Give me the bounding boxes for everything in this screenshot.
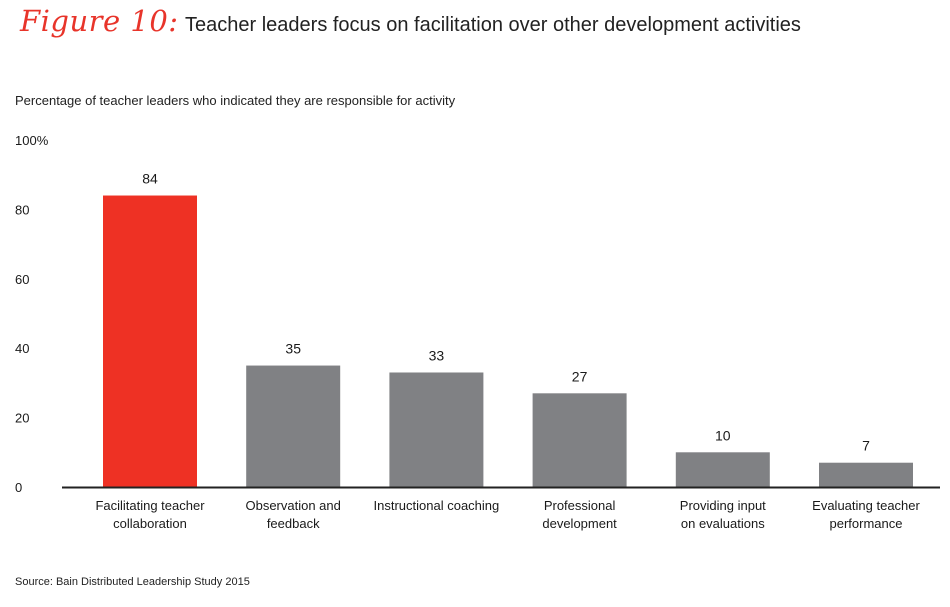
y-tick-label: 60: [15, 272, 29, 287]
bar-chart: 0 20 40 60 80 100% 84 Facilitating teacher colla…: [15, 133, 940, 531]
bar: [246, 365, 341, 487]
bar: [103, 195, 197, 487]
category-label: Observation and: [245, 498, 340, 513]
category-label: development: [542, 516, 617, 531]
figure-title: Figure 10: Teacher leaders focus on faci…: [20, 4, 801, 38]
bar: [819, 462, 913, 487]
chart-subtitle: Percentage of teacher leaders who indica…: [15, 93, 456, 108]
category-label: Instructional coaching: [374, 498, 500, 513]
data-label: 27: [572, 368, 588, 384]
category-label: collaboration: [113, 516, 187, 531]
data-label: 35: [285, 341, 301, 357]
data-label: 33: [429, 347, 445, 363]
category-label: Providing input: [680, 498, 766, 513]
data-label: 7: [862, 438, 870, 454]
data-label: 10: [715, 427, 731, 443]
y-tick-label: 40: [15, 341, 29, 356]
figure-heading: Teacher leaders focus on facilitation ov…: [185, 14, 801, 36]
figure-label: Figure 10:: [20, 4, 179, 38]
bar: [389, 372, 484, 487]
category-label: feedback: [267, 516, 320, 531]
bar: [675, 452, 770, 487]
y-tick-label: 0: [15, 480, 22, 495]
category-label: Facilitating teacher: [95, 498, 205, 513]
category-label: Evaluating teacher: [812, 498, 920, 513]
y-tick-label: 100%: [15, 133, 49, 148]
data-label: 84: [142, 171, 158, 187]
bar: [532, 393, 627, 487]
y-tick-label: 20: [15, 411, 29, 426]
category-label: performance: [830, 516, 903, 531]
source-note: Source: Bain Distributed Leadership Stud…: [15, 576, 250, 588]
category-label: on evaluations: [681, 516, 765, 531]
category-label: Professional: [544, 498, 616, 513]
y-tick-label: 80: [15, 202, 29, 217]
